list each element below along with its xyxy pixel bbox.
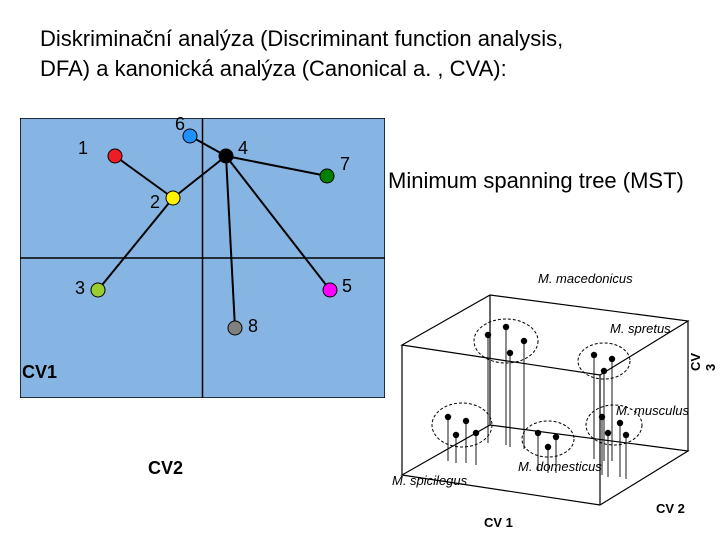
cube-axis-cv3: CV 3 (688, 351, 718, 371)
node-label-3: 3 (75, 278, 85, 299)
cv-mst-plot: CV1 CV2 12345678 (20, 118, 385, 398)
axis-cv1-label: CV1 (22, 362, 57, 383)
species-label: M. spretus (610, 321, 671, 336)
species-label: M. macedonicus (538, 271, 633, 286)
page-title: Diskriminační analýza (Discriminant func… (40, 24, 563, 83)
node-label-1: 1 (78, 138, 88, 159)
species-label: M. domesticus (518, 459, 602, 474)
axis-cv2-label: CV2 (148, 458, 183, 479)
title-line2: DFA) a kanonická analýza (Canonical a. ,… (40, 56, 507, 81)
title-line1: Diskriminační analýza (Discriminant func… (40, 26, 563, 51)
cube-axis-cv1: CV 1 (484, 515, 513, 530)
cube-scatter-plot: M. macedonicusM. spretusM. musculusM. do… (388, 275, 708, 530)
cube-axis-cv2: CV 2 (656, 501, 685, 516)
cv-mst-svg (20, 118, 385, 398)
mst-label: Minimum spanning tree (MST) (388, 168, 684, 194)
species-label: M. musculus (616, 403, 689, 418)
node-label-7: 7 (340, 154, 350, 175)
node-label-5: 5 (342, 276, 352, 297)
node-label-4: 4 (238, 138, 248, 159)
species-label: M. spicilegus (392, 473, 467, 488)
node-label-8: 8 (248, 316, 258, 337)
node-label-2: 2 (150, 192, 160, 213)
node-label-6: 6 (175, 114, 185, 135)
